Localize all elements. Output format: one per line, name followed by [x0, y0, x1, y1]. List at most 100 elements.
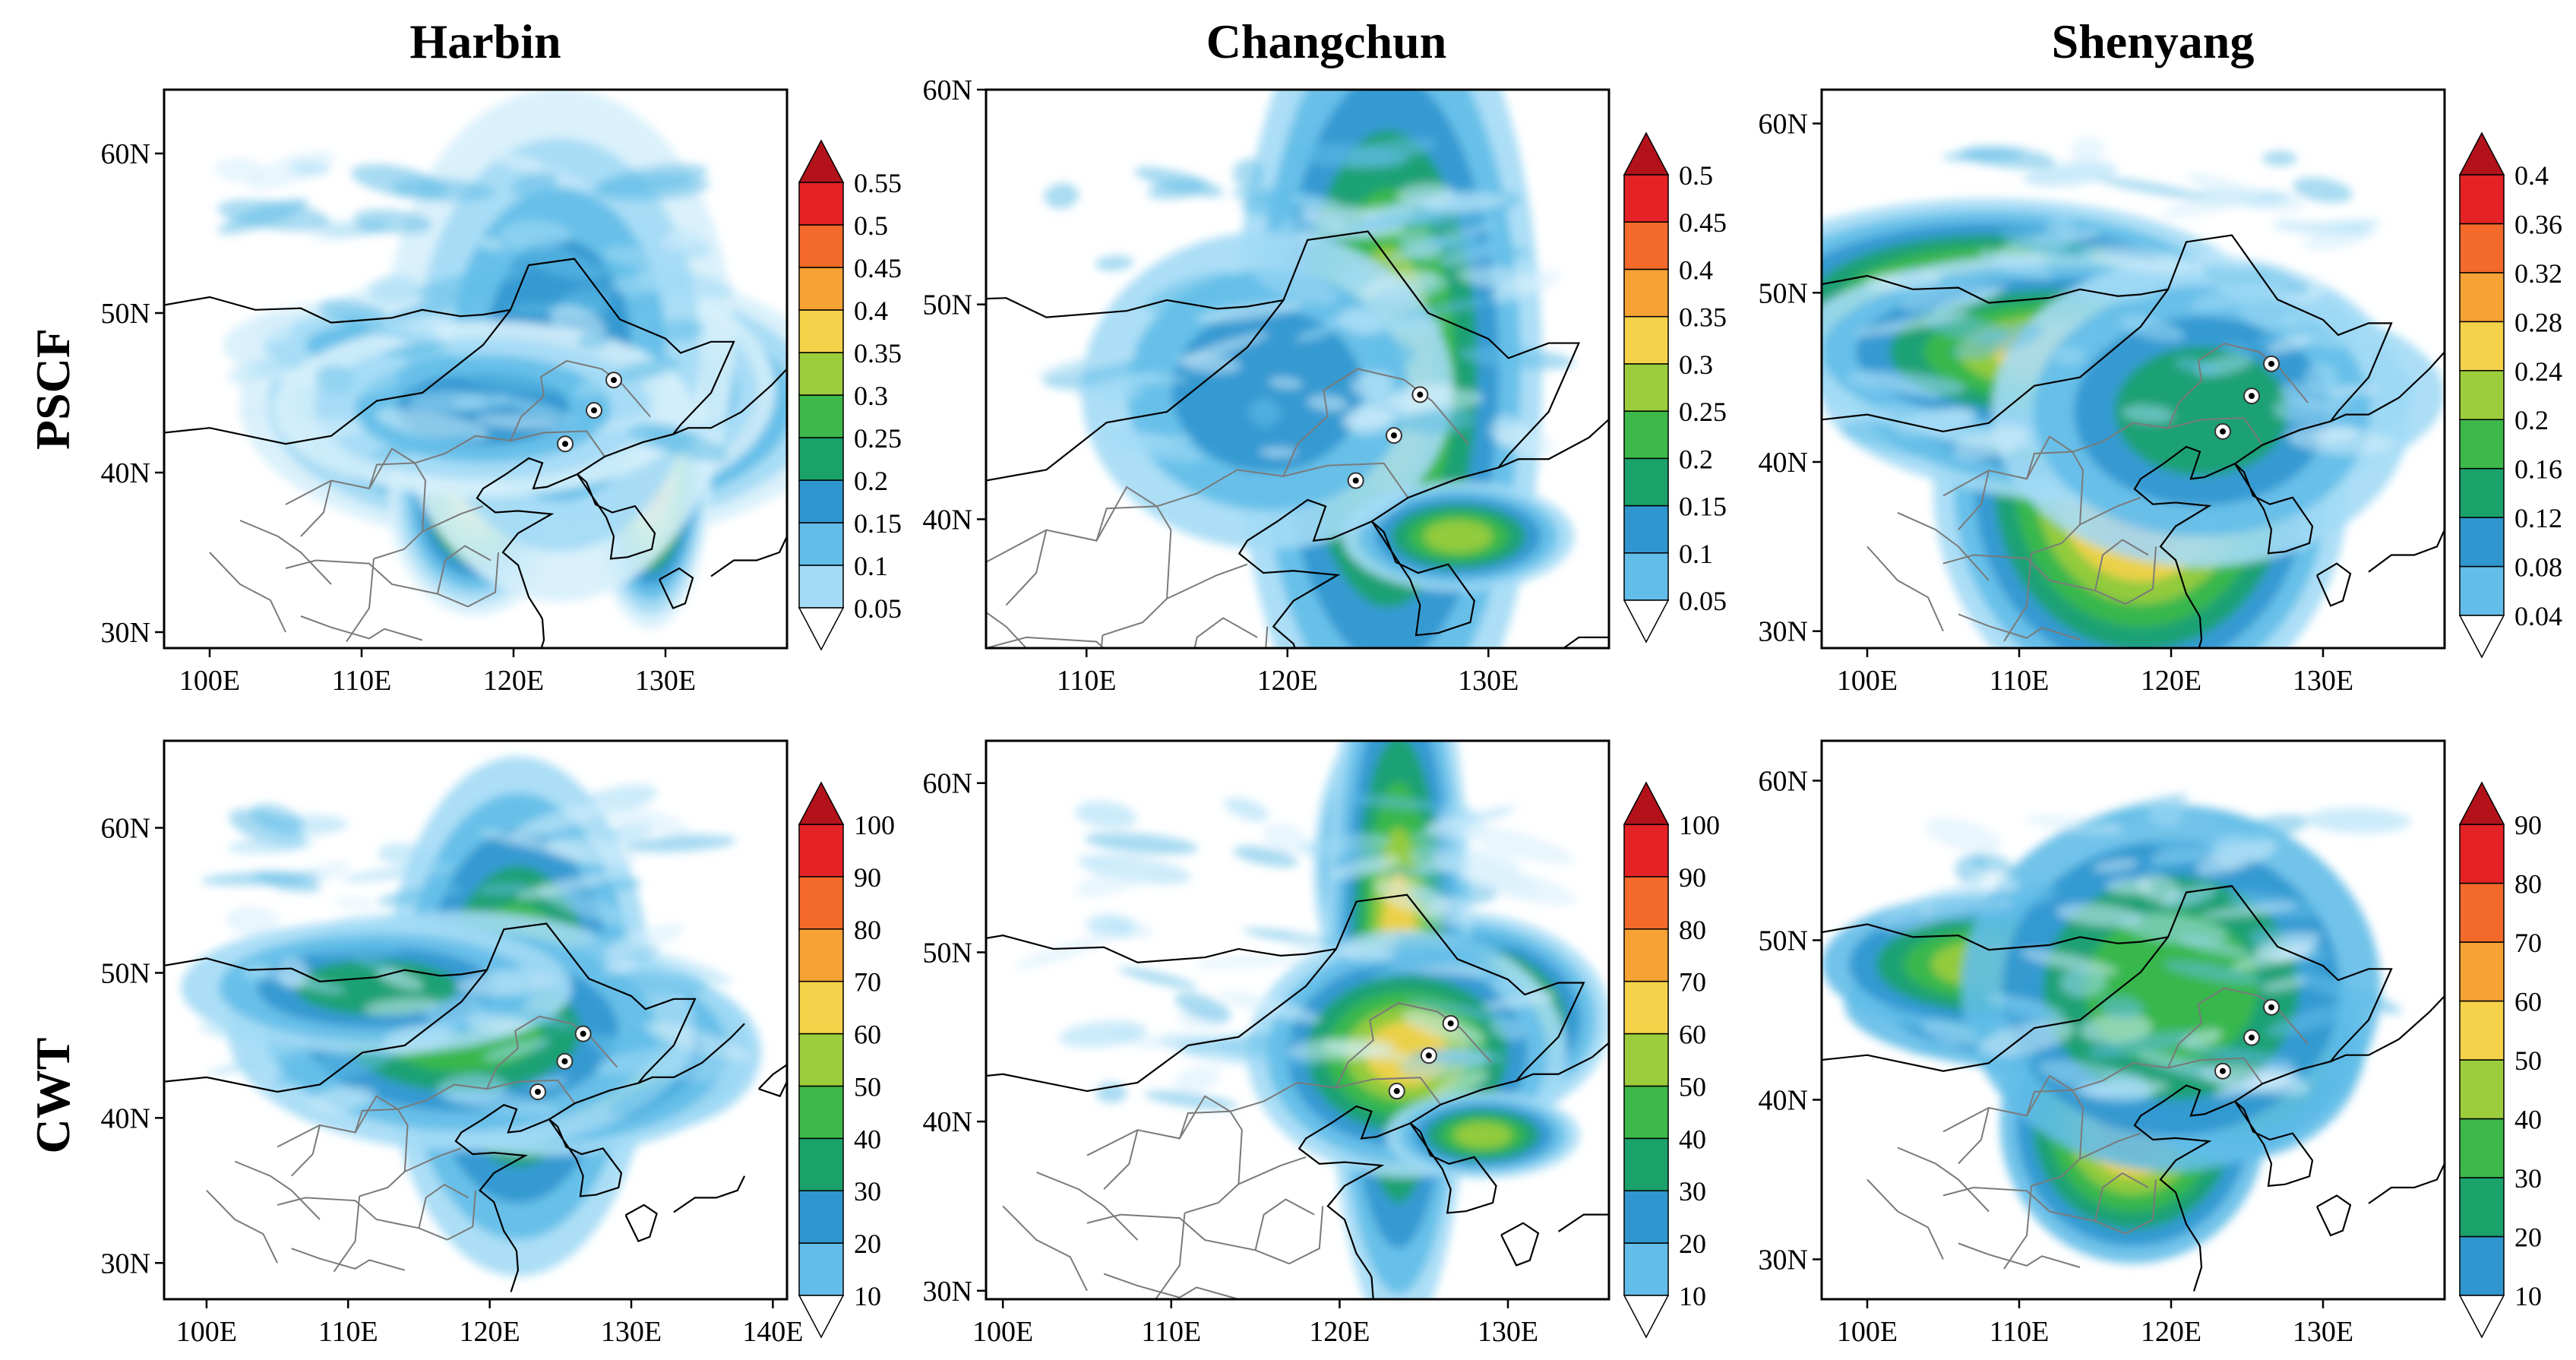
colorbar-segment — [798, 479, 844, 523]
field-streak — [245, 150, 335, 191]
colorbar-label: 0.28 — [2514, 307, 2562, 337]
y-tick-label: 50N — [1759, 277, 1808, 309]
colorbar-segment — [1623, 824, 1669, 878]
province-line — [418, 1184, 469, 1229]
province-line — [1942, 554, 2126, 606]
x-tick-label: 130E — [1458, 665, 1519, 697]
y-tick-label: 50N — [923, 289, 972, 321]
border-line — [624, 1203, 658, 1243]
border-line — [1822, 884, 2393, 1072]
y-tick-label: 30N — [923, 1276, 972, 1308]
y-tick-label: 40N — [101, 457, 150, 489]
city-marker-dot — [1447, 1020, 1454, 1026]
colorbar-label: 20 — [1679, 1229, 1706, 1259]
border-line — [637, 1023, 745, 1084]
field-streak — [497, 236, 602, 281]
border-line — [164, 922, 697, 1093]
map-frame — [985, 739, 1610, 1301]
field-streak — [1032, 353, 1139, 376]
map-boundaries — [1822, 884, 2445, 1292]
colorbar-label: 0.2 — [2514, 405, 2549, 435]
border-line — [1409, 1122, 1497, 1214]
field-streak — [256, 312, 294, 343]
field-streak — [1490, 270, 1561, 302]
field-streak — [1971, 871, 2018, 893]
field-streak — [593, 401, 704, 432]
field-streak — [2273, 223, 2351, 234]
border-line — [986, 935, 1337, 963]
city-marker-dot — [2249, 1034, 2255, 1041]
field-streak — [2020, 950, 2118, 975]
colorbar-label: 30 — [854, 1176, 881, 1207]
field-streak — [1425, 817, 1487, 841]
colorbar-min-triangle — [798, 1295, 845, 1339]
border-line — [710, 536, 787, 577]
field-streak — [2136, 875, 2181, 903]
colorbar-segment — [2459, 1000, 2505, 1061]
concentration-field — [1822, 136, 2445, 648]
field-streak — [1263, 823, 1308, 855]
city-marker-dot — [1425, 1052, 1432, 1059]
field-streak — [1459, 346, 1575, 370]
province-line — [285, 559, 469, 608]
y-tick-label: 40N — [923, 504, 972, 536]
border-line — [2133, 1084, 2236, 1292]
field-streak — [228, 365, 259, 388]
field-streak — [2273, 398, 2337, 425]
colorbar-segment — [798, 394, 844, 438]
field-streak — [651, 319, 705, 342]
colorbar-segment — [2459, 321, 2505, 372]
x-tick-label: 110E — [1057, 665, 1117, 697]
field-streak — [494, 394, 575, 422]
field-streak — [2200, 903, 2298, 919]
colorbar-label: 50 — [1679, 1071, 1706, 1102]
field-streak — [656, 1057, 737, 1081]
y-tick-label: 40N — [923, 1106, 972, 1138]
field-streak — [2019, 883, 2058, 906]
border-line — [1557, 1213, 1609, 1232]
field-streak — [292, 939, 402, 958]
colorbar-max-triangle — [1623, 781, 1670, 825]
field-streak — [2231, 944, 2312, 971]
field-streak — [1044, 183, 1079, 209]
x-tick-label: 130E — [1478, 1316, 1538, 1348]
x-tick-label: 140E — [742, 1316, 803, 1348]
x-tick-label: 100E — [972, 1316, 1033, 1348]
colorbar-segment — [1623, 980, 1669, 1035]
field-streak — [545, 837, 640, 866]
field-streak — [2220, 343, 2252, 354]
border-line — [2316, 1194, 2352, 1237]
colorbar: 0.05 0.1 0.15 0.2 0.25 0.3 0.35 0.4 0.45 0.5 — [1623, 131, 1727, 644]
colorbar-segment — [2459, 517, 2505, 568]
field-streak — [2262, 150, 2298, 166]
colorbar-segment — [1623, 268, 1669, 318]
border-line — [1659, 1030, 1765, 1096]
colorbar-label: 10 — [2514, 1281, 2542, 1311]
field-streak — [1095, 255, 1134, 271]
city-marker-dot — [611, 377, 617, 384]
field-streak — [1288, 935, 1323, 955]
province-line — [1179, 1095, 1231, 1139]
province-line — [2026, 1074, 2073, 1116]
map-boundaries — [164, 922, 787, 1292]
city-marker-dot — [1417, 391, 1424, 398]
x-tick-label: 120E — [1309, 1316, 1370, 1348]
border-line — [2330, 995, 2445, 1063]
field-streak — [1369, 951, 1471, 979]
field-streak — [1930, 900, 2009, 922]
field-streak — [2186, 172, 2262, 202]
x-tick-label: 100E — [176, 1316, 237, 1348]
colorbar-label: 0.12 — [2514, 503, 2562, 533]
field-streak — [1389, 298, 1494, 321]
field-streak — [608, 1076, 695, 1115]
colorbar-min-triangle — [798, 607, 845, 651]
colorbar-label: 100 — [854, 810, 895, 840]
field-streak — [479, 830, 596, 858]
border-line — [1371, 454, 1509, 523]
province-line — [467, 552, 499, 608]
field-streak — [604, 922, 685, 959]
field-streak — [1289, 195, 1339, 207]
field-streak — [1370, 339, 1417, 367]
colorbar-max-triangle — [2458, 781, 2505, 825]
colorbar-segment — [2459, 1177, 2505, 1238]
